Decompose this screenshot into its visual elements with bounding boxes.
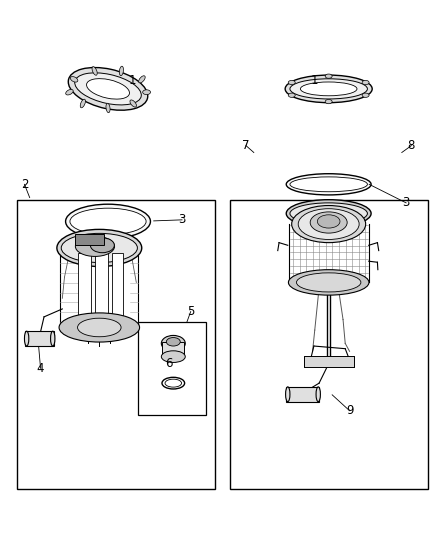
Text: 6: 6 xyxy=(165,357,173,369)
Ellipse shape xyxy=(57,229,142,266)
Ellipse shape xyxy=(161,351,185,362)
Ellipse shape xyxy=(25,331,29,346)
Ellipse shape xyxy=(90,238,114,253)
Bar xyxy=(17,200,215,489)
Ellipse shape xyxy=(286,174,371,195)
Ellipse shape xyxy=(92,67,97,75)
Ellipse shape xyxy=(75,236,115,256)
Text: 8: 8 xyxy=(408,139,415,152)
Ellipse shape xyxy=(300,82,357,96)
Text: 4: 4 xyxy=(37,362,44,375)
Ellipse shape xyxy=(310,212,347,233)
Text: 2: 2 xyxy=(21,178,28,191)
Bar xyxy=(138,322,206,415)
Ellipse shape xyxy=(139,76,145,83)
Text: 5: 5 xyxy=(187,305,194,318)
Bar xyxy=(304,356,354,367)
Bar xyxy=(162,342,184,357)
Ellipse shape xyxy=(59,313,140,342)
Ellipse shape xyxy=(165,379,182,387)
Bar xyxy=(95,253,108,325)
Ellipse shape xyxy=(66,204,150,239)
Text: 3: 3 xyxy=(178,213,186,227)
Ellipse shape xyxy=(297,273,361,292)
Ellipse shape xyxy=(143,90,151,94)
Ellipse shape xyxy=(290,79,367,99)
Ellipse shape xyxy=(316,387,321,402)
Ellipse shape xyxy=(290,203,367,224)
Ellipse shape xyxy=(318,215,340,228)
Ellipse shape xyxy=(120,66,124,76)
Text: 1: 1 xyxy=(311,75,318,87)
Bar xyxy=(75,233,104,245)
Ellipse shape xyxy=(362,80,369,85)
Text: 9: 9 xyxy=(346,404,353,417)
Text: 1: 1 xyxy=(128,75,136,87)
Bar xyxy=(78,253,91,325)
Ellipse shape xyxy=(285,75,372,103)
Ellipse shape xyxy=(75,73,141,105)
Ellipse shape xyxy=(166,337,180,346)
Ellipse shape xyxy=(61,233,138,263)
Ellipse shape xyxy=(325,74,332,78)
Ellipse shape xyxy=(78,318,121,337)
Text: 3: 3 xyxy=(403,196,410,209)
Ellipse shape xyxy=(50,331,55,346)
Text: 7: 7 xyxy=(242,139,250,152)
Ellipse shape xyxy=(288,80,295,85)
Ellipse shape xyxy=(87,79,130,99)
Bar xyxy=(113,253,123,325)
Bar xyxy=(230,200,428,489)
Ellipse shape xyxy=(80,99,85,108)
Ellipse shape xyxy=(161,335,185,351)
Ellipse shape xyxy=(68,68,148,110)
Ellipse shape xyxy=(290,177,367,192)
Ellipse shape xyxy=(286,200,371,227)
Ellipse shape xyxy=(362,93,369,98)
Ellipse shape xyxy=(298,209,359,239)
Ellipse shape xyxy=(70,208,146,235)
Ellipse shape xyxy=(286,387,290,402)
Ellipse shape xyxy=(130,100,137,107)
Ellipse shape xyxy=(71,77,78,82)
Ellipse shape xyxy=(288,93,295,98)
Ellipse shape xyxy=(106,103,110,112)
Bar xyxy=(286,387,319,402)
Bar xyxy=(25,331,53,346)
Ellipse shape xyxy=(288,270,369,295)
Ellipse shape xyxy=(325,100,332,104)
Ellipse shape xyxy=(66,90,73,95)
Ellipse shape xyxy=(292,206,366,243)
